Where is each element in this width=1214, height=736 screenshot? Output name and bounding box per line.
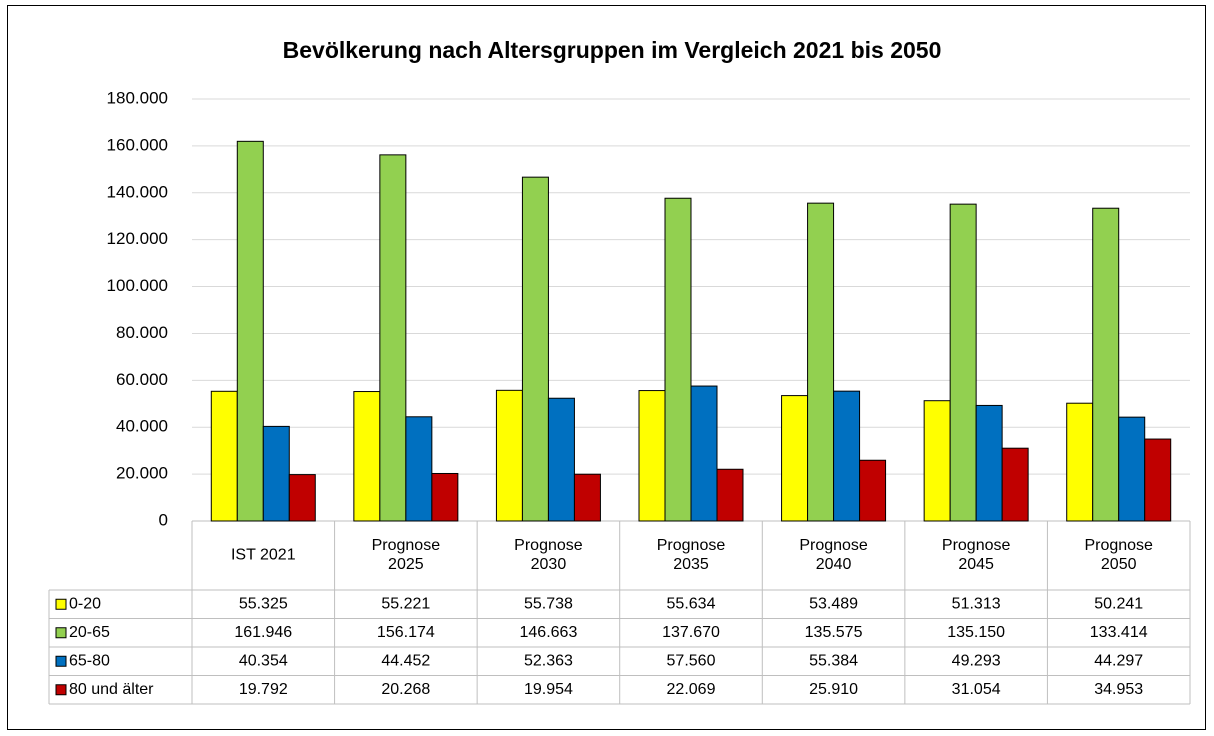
table-cell: 40.354: [239, 652, 288, 669]
bar: [405, 416, 433, 522]
table-cell: 44.452: [381, 652, 430, 669]
x-tick-label: Prognose 2035: [657, 537, 726, 573]
y-tick-label: 180.000: [107, 88, 168, 107]
bar: [833, 390, 861, 522]
table-cell: 22.069: [667, 681, 716, 698]
y-tick-label: 160.000: [107, 135, 168, 154]
table-cell: 55.325: [239, 595, 288, 612]
bar: [638, 390, 666, 522]
table-cell: 51.313: [952, 595, 1001, 612]
x-tick-label: Prognose 2030: [514, 537, 583, 573]
table-cell: 55.384: [809, 652, 858, 669]
y-tick-label: 40.000: [116, 417, 168, 436]
bar: [573, 473, 601, 522]
table-cell: 57.560: [667, 652, 716, 669]
bar: [210, 390, 238, 522]
bar: [859, 459, 887, 522]
y-tick-label: 120.000: [107, 229, 168, 248]
legend-key: [55, 655, 67, 667]
table-cell: 133.414: [1090, 624, 1148, 641]
x-tick-label: Prognose 2045: [942, 537, 1011, 573]
table-cell: 34.953: [1094, 681, 1143, 698]
chart-frame: [7, 5, 1206, 730]
bar: [923, 400, 951, 522]
table-cell: 52.363: [524, 652, 573, 669]
bar: [1001, 447, 1029, 522]
table-cell: 53.489: [809, 595, 858, 612]
bar: [236, 140, 264, 522]
x-tick-label: Prognose 2025: [372, 537, 441, 573]
bar: [1144, 438, 1172, 522]
legend-label: 0-20: [69, 595, 101, 612]
bar: [975, 404, 1003, 522]
bar: [781, 395, 809, 522]
table-cell: 137.670: [662, 624, 720, 641]
bar: [807, 202, 835, 522]
table-cell: 55.634: [667, 595, 716, 612]
table-cell: 161.946: [234, 624, 292, 641]
bar: [1092, 207, 1120, 522]
x-tick-label: IST 2021: [231, 547, 296, 564]
legend-key: [55, 598, 67, 610]
x-tick-label: Prognose 2040: [799, 537, 868, 573]
bar: [1118, 416, 1146, 522]
table-cell: 156.174: [377, 624, 435, 641]
y-tick-label: 80.000: [116, 323, 168, 342]
table-cell: 55.221: [381, 595, 430, 612]
bar: [288, 474, 316, 522]
bar: [379, 154, 407, 522]
bar: [716, 468, 744, 522]
bar: [1066, 402, 1094, 522]
bar: [949, 203, 977, 522]
x-tick-label: Prognose 2050: [1084, 537, 1153, 573]
y-tick-label: 20.000: [116, 464, 168, 483]
table-cell: 25.910: [809, 681, 858, 698]
table-cell: 49.293: [952, 652, 1001, 669]
table-cell: 44.297: [1094, 652, 1143, 669]
legend-label: 20-65: [69, 624, 110, 641]
bar: [664, 197, 692, 522]
y-tick-label: 60.000: [116, 370, 168, 389]
bar: [495, 389, 523, 522]
table-cell: 135.575: [805, 624, 863, 641]
bar: [353, 391, 381, 522]
table-cell: 19.954: [524, 681, 573, 698]
chart-title: Bevölkerung nach Altersgruppen im Vergle…: [283, 37, 942, 63]
bar: [547, 397, 575, 522]
table-cell: 55.738: [524, 595, 573, 612]
bar: [262, 425, 290, 522]
bar: [690, 385, 718, 522]
table-cell: 19.792: [239, 681, 288, 698]
bar: [431, 472, 459, 522]
legend-key: [55, 627, 67, 639]
y-tick-label: 0: [159, 510, 168, 529]
bar: [521, 176, 549, 522]
table-cell: 146.663: [520, 624, 578, 641]
y-tick-label: 140.000: [107, 182, 168, 201]
legend-label: 65-80: [69, 652, 110, 669]
table-cell: 31.054: [952, 681, 1001, 698]
table-cell: 135.150: [947, 624, 1005, 641]
y-tick-label: 100.000: [107, 276, 168, 295]
table-cell: 50.241: [1094, 595, 1143, 612]
table-cell: 20.268: [381, 681, 430, 698]
legend-label: 80 und älter: [69, 681, 154, 698]
legend-key: [55, 684, 67, 696]
